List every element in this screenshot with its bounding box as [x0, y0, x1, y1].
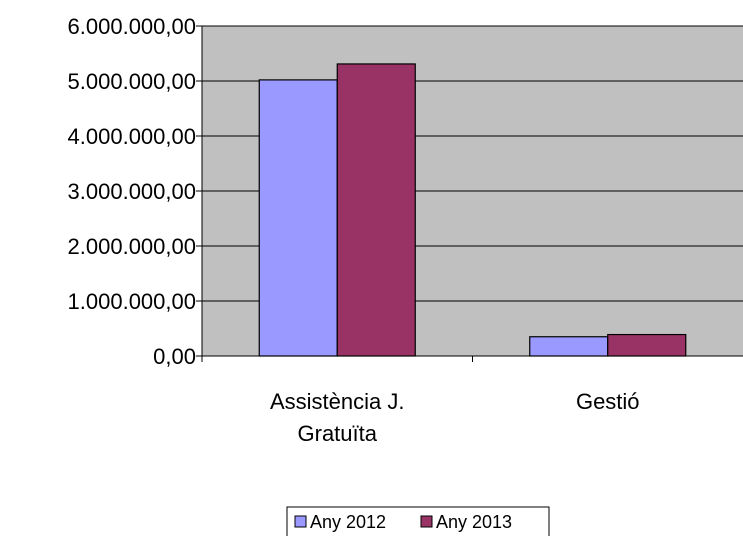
axes	[196, 25, 743, 362]
bar-any-2012-0	[258, 79, 338, 357]
y-tick-label: 4.000.000,00	[68, 124, 196, 149]
x-category-label: Assistència J.	[270, 389, 405, 414]
y-tick-label: 2.000.000,00	[68, 234, 196, 259]
y-tick-label: 3.000.000,00	[68, 179, 196, 204]
y-tick-label: 5.000.000,00	[68, 69, 196, 94]
x-axis-labels: Assistència J. Gratuïta Gestió	[270, 389, 640, 446]
legend-label: Any 2013	[436, 512, 512, 532]
y-tick-label: 6.000.000,00	[68, 14, 196, 39]
legend-box	[286, 506, 550, 536]
bar-any-2013-0	[336, 63, 416, 357]
bar-any-2012-1	[529, 336, 609, 357]
y-tick-label: 1.000.000,00	[68, 289, 196, 314]
y-tick-label: 0,00	[153, 344, 196, 369]
bars	[258, 63, 687, 357]
bar-any-2013-1	[607, 333, 687, 357]
legend-label: Any 2012	[310, 512, 386, 532]
y-axis-ticks: 0,00 1.000.000,00 2.000.000,00 3.000.000,00…	[68, 14, 196, 369]
x-category-label: Gestió	[576, 389, 640, 414]
legend-swatch	[420, 515, 433, 528]
x-category-label: Gratuïta	[298, 421, 378, 446]
legend-swatch	[294, 515, 307, 528]
legend: Any 2012 Any 2013	[286, 506, 550, 536]
